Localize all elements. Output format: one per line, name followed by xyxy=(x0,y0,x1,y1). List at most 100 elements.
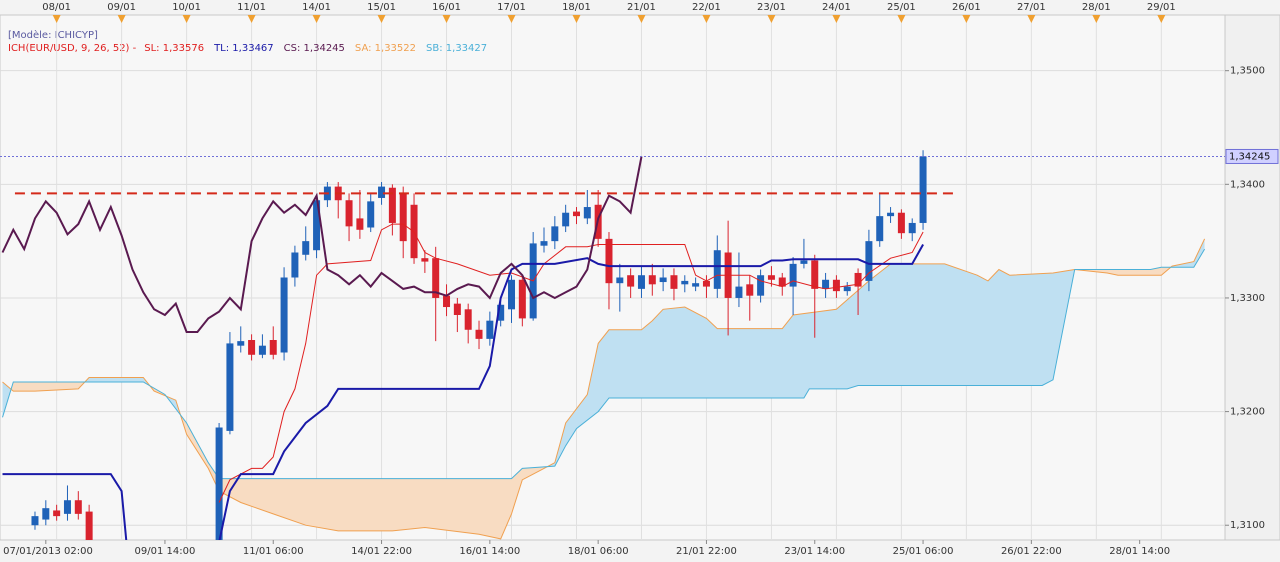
top-date-label: 24/01 xyxy=(822,2,851,13)
y-tick-label: 1,3100 xyxy=(1230,520,1265,531)
x-tick-label: 23/01 14:00 xyxy=(784,546,845,557)
candle-body xyxy=(345,200,353,227)
date-marker xyxy=(52,15,61,23)
candle-body xyxy=(919,156,927,223)
last-price-box xyxy=(1225,148,1279,164)
y-tick-label: 1,3300 xyxy=(1230,293,1265,304)
legend-entry: SL: 1,33576 xyxy=(144,43,204,54)
date-marker xyxy=(702,15,711,23)
candle-body xyxy=(237,341,245,346)
candle-body xyxy=(627,275,635,287)
candle-body xyxy=(42,508,50,520)
candle-body xyxy=(508,279,516,310)
legend-entry: CS: 1,34245 xyxy=(284,43,345,54)
date-marker xyxy=(507,15,516,23)
date-marker xyxy=(1092,15,1101,23)
candle-body xyxy=(572,211,580,217)
candle-body xyxy=(692,283,700,287)
candle-body xyxy=(843,286,851,292)
legend-entry: SA: 1,33522 xyxy=(355,43,416,54)
candle-body xyxy=(421,258,429,262)
top-date-label: 14/01 xyxy=(302,2,331,13)
candle-body xyxy=(74,500,82,514)
date-marker xyxy=(962,15,971,23)
candle-body xyxy=(778,277,786,287)
x-tick-label: 11/01 06:00 xyxy=(243,546,304,557)
top-date-label: 27/01 xyxy=(1017,2,1046,13)
candle-body xyxy=(832,279,840,292)
top-date-label: 15/01 xyxy=(367,2,396,13)
top-date-label: 29/01 xyxy=(1147,2,1176,13)
legend-entry: TL: 1,33467 xyxy=(213,43,274,54)
candle-body xyxy=(702,280,710,287)
y-tick-label: 1,3200 xyxy=(1230,407,1265,418)
candle-body xyxy=(811,260,819,289)
indicator-line xyxy=(218,223,924,503)
candle-body xyxy=(367,201,375,228)
candle-body xyxy=(735,286,743,298)
candle-body xyxy=(226,343,234,431)
indicator-label: ICH(EUR/USD, 9, 26, 52) - xyxy=(8,43,137,54)
candle-body xyxy=(800,260,808,264)
candle-body xyxy=(865,241,873,281)
date-marker xyxy=(1027,15,1036,23)
candle-body xyxy=(291,252,299,278)
x-tick-label: 14/01 22:00 xyxy=(351,546,412,557)
date-marker xyxy=(897,15,906,23)
top-date-label: 22/01 xyxy=(692,2,721,13)
x-tick-label: 26/01 22:00 xyxy=(1001,546,1062,557)
candle-body xyxy=(670,275,678,289)
indicator-line xyxy=(2,244,924,540)
candle-body xyxy=(258,345,266,355)
candle-body xyxy=(562,212,570,227)
x-tick-label: 07/01/2013 02:00 xyxy=(3,546,93,557)
x-tick-label: 16/01 14:00 xyxy=(459,546,520,557)
candle-body xyxy=(518,279,526,319)
candle-body xyxy=(85,511,93,540)
date-marker xyxy=(312,15,321,23)
plot-layer xyxy=(1,150,1206,540)
candle-body xyxy=(713,250,721,289)
indicator-line xyxy=(2,248,1206,480)
candle-body xyxy=(215,427,223,540)
y-tick-label: 1,3400 xyxy=(1230,179,1265,190)
cloud-up xyxy=(2,238,1205,479)
candle-body xyxy=(443,295,451,308)
top-date-label: 17/01 xyxy=(497,2,526,13)
candle-body xyxy=(757,275,765,296)
candle-body xyxy=(313,200,321,251)
candle-body xyxy=(63,500,71,514)
candle-body xyxy=(767,275,775,280)
top-date-label: 10/01 xyxy=(172,2,201,13)
candle-body xyxy=(648,275,656,285)
x-tick-label: 09/01 14:00 xyxy=(135,546,196,557)
date-marker xyxy=(117,15,126,23)
top-date-label: 18/01 xyxy=(562,2,591,13)
top-date-label: 09/01 xyxy=(107,2,136,13)
y-axis-panel xyxy=(1224,14,1280,541)
candle-body xyxy=(746,284,754,296)
candle-body xyxy=(616,277,624,284)
top-date-label: 08/01 xyxy=(42,2,71,13)
date-marker xyxy=(572,15,581,23)
candle-body xyxy=(551,226,559,242)
candle-body xyxy=(453,303,461,315)
date-marker xyxy=(442,15,451,23)
candle-body xyxy=(388,187,396,223)
legend-entry: SB: 1,33427 xyxy=(426,43,487,54)
candle-body xyxy=(486,320,494,339)
date-marker xyxy=(767,15,776,23)
candle-body xyxy=(475,329,483,339)
candle-body xyxy=(822,279,830,289)
candle-body xyxy=(876,216,884,242)
candle-body xyxy=(31,516,39,526)
date-marker xyxy=(637,15,646,23)
candle-body xyxy=(497,304,505,321)
candle-body xyxy=(356,218,364,230)
candle-body xyxy=(854,272,862,287)
candle-body xyxy=(280,277,288,353)
candle-body xyxy=(248,340,256,355)
date-marker xyxy=(182,15,191,23)
date-marker xyxy=(247,15,256,23)
